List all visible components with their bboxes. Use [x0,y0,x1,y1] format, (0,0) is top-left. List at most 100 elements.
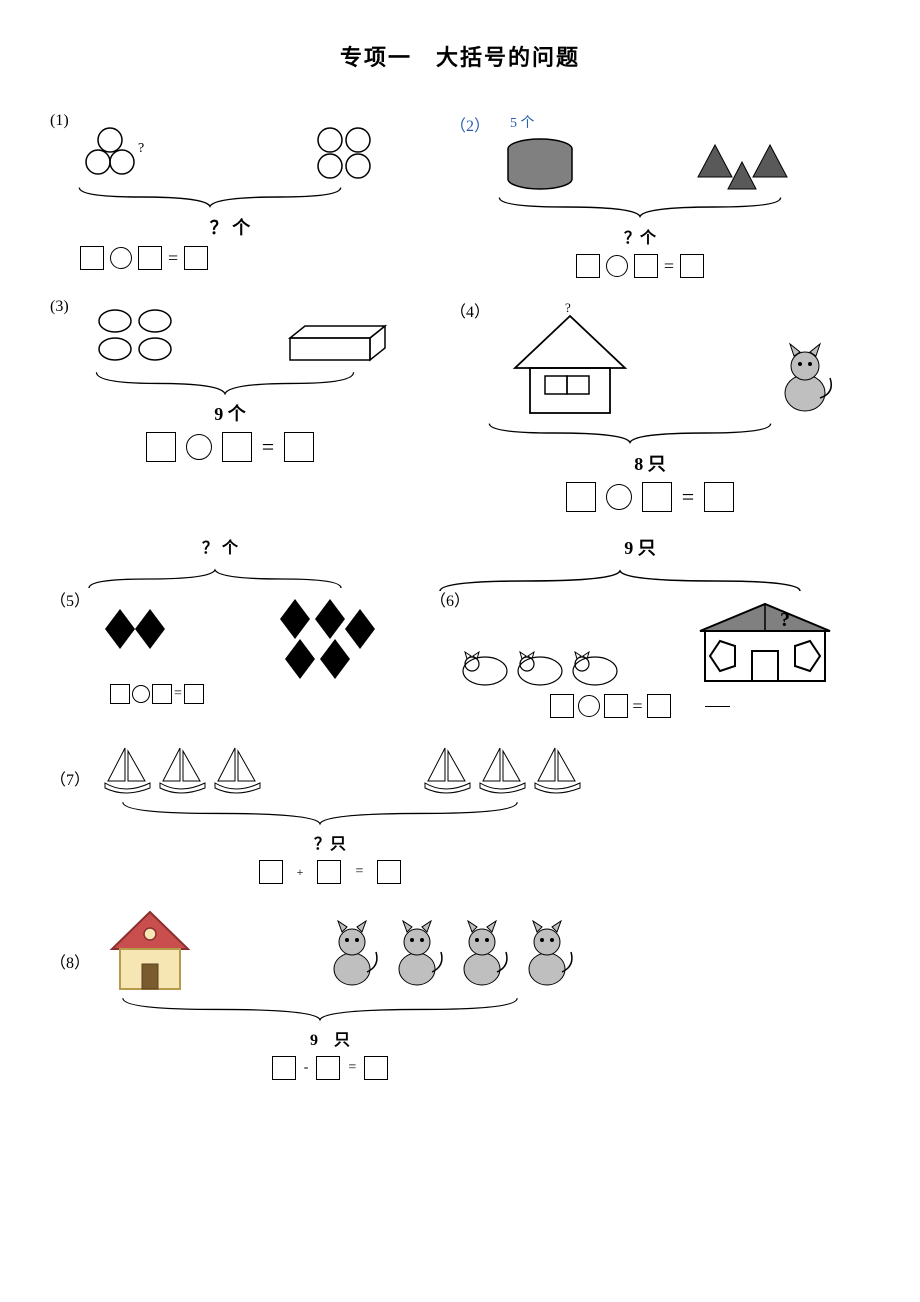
circles-right-group [310,122,400,182]
sailboats-right-icon [420,743,600,798]
problem-3-total-label: 9 个 [50,400,410,426]
problem-6-number: （6） [430,587,470,611]
problem-7: （7） ？只 + = [50,738,610,884]
q-small: ? [565,300,571,315]
blank-box[interactable] [364,1056,388,1080]
equals-sign: = [632,696,642,717]
problem-8: （8） [50,904,610,1080]
problem-2-number: （2） [450,112,490,136]
blank-box[interactable] [152,684,172,704]
problem-5-number: （5） [50,587,90,611]
problem-7-total-label: ？只 [50,830,610,854]
blank-box[interactable] [566,482,596,512]
blank-box[interactable] [284,432,314,462]
cuboid-icon [280,318,400,368]
op-circle[interactable] [186,434,212,460]
problem-7-equation: + = [50,860,610,884]
op-circle[interactable] [606,484,632,510]
problem-6: 9 只 （6） [430,532,850,718]
equals-sign: = [682,484,694,510]
brace-down-icon [90,798,550,828]
op-circle[interactable] [606,255,628,277]
op-circle[interactable] [578,695,600,717]
equals-sign: = [174,686,182,702]
problem-1-total-label: ？ 个 [50,214,410,240]
brace-down-icon [90,994,550,1024]
blank-box[interactable] [642,482,672,512]
sleeping-cats-icon [460,636,640,686]
color-house-icon [100,904,200,994]
op-circle[interactable] [132,685,150,703]
problem-3-equation: = [50,432,410,462]
blank-box[interactable] [316,1056,340,1080]
blank-box[interactable] [704,482,734,512]
blank-box[interactable] [184,684,204,704]
brace-down-icon [70,368,380,398]
problem-5-equation: = [110,684,390,704]
row-5: （8） [50,904,870,1080]
blank-box[interactable] [184,246,208,270]
blank-box[interactable] [550,694,574,718]
equals-sign: = [355,864,363,880]
problem-5-total-label: ？ 个 [50,534,390,558]
blank-box[interactable] [604,694,628,718]
blank-box[interactable] [634,254,658,278]
row-2: (3) 9 个 = （4） [50,298,870,512]
minus-sign: - [304,1060,309,1076]
problem-8-total-label: 9 只 [50,1026,610,1050]
equals-sign: = [262,434,274,460]
problem-6-top-label: 9 只 [430,534,850,560]
row-3: ？ 个 （5） = 9 只 [50,532,870,718]
page-title: 专项一 大括号的问题 [50,40,870,72]
blank-box[interactable] [317,860,341,884]
blank-box[interactable] [272,1056,296,1080]
problem-8-equation: - = [50,1056,610,1080]
q-small: ? [138,141,144,156]
blank-box[interactable] [259,860,283,884]
blank-box[interactable] [377,860,401,884]
circles-left-group: ? [80,122,170,182]
problem-3-shapes [80,298,410,368]
problem-4-total-label: 8 只 [450,450,850,476]
four-ovals-icon [90,303,190,368]
problem-1-equation: = [80,246,410,270]
blank-box[interactable] [80,246,104,270]
blank-box[interactable] [647,694,671,718]
op-circle[interactable] [110,247,132,269]
problem-2-shapes [490,132,830,192]
problem-3: (3) 9 个 = [50,298,410,512]
problem-4-shapes: ? [490,298,850,418]
blank-box[interactable] [222,432,252,462]
diamonds-right-icon [270,594,380,684]
equals-sign: = [348,1060,356,1076]
equals-sign: = [664,256,674,277]
problem-4-equation: = [450,482,850,512]
problem-2-total-label: ？个 [450,224,830,248]
blank-box[interactable] [146,432,176,462]
problem-7-shapes [90,738,610,798]
problem-6-shapes: ? [450,596,850,686]
equals-sign: = [168,248,178,269]
brace-up-icon [80,564,350,594]
row-4: （7） ？只 + = [50,738,870,884]
problem-1-shapes: ? [70,112,410,182]
svg-text:?: ? [780,609,790,631]
three-circles-icon: ? [80,122,170,182]
problem-8-number: （8） [50,949,90,973]
trailing-line [705,706,730,707]
brace-down-icon [490,192,790,222]
problem-4: （4） ? 8 只 [450,298,850,512]
blank-box[interactable] [138,246,162,270]
house-with-q-icon: ? [690,596,840,686]
blank-box[interactable] [576,254,600,278]
blank-box[interactable] [680,254,704,278]
cat-icon [770,338,840,418]
sailboats-left-icon [100,743,280,798]
problem-2: （2） 5 个 ？个 = [450,112,830,278]
problem-2-equation: = [450,254,830,278]
brace-up-icon [430,566,810,596]
problem-5: ？ 个 （5） = [50,532,390,718]
problem-6-equation: = [430,694,850,718]
blank-box[interactable] [110,684,130,704]
cylinder-icon [500,137,590,192]
